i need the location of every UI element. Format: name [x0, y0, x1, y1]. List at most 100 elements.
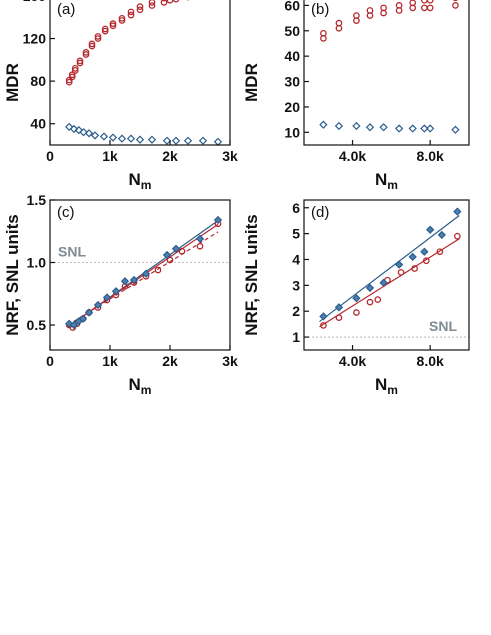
x-axis-label-subscript: m: [141, 383, 152, 397]
y-tick-label: 60: [284, 0, 300, 13]
data-point-red: [118, 14, 126, 22]
plot-frame: [49, 0, 231, 146]
x-tick-label: 3k: [222, 353, 238, 369]
panel-label: (d): [311, 204, 329, 221]
data-point-blue: [213, 215, 223, 225]
x-axis-label-subscript: m: [387, 383, 398, 397]
data-point-red: [366, 7, 374, 14]
data-point-blue: [162, 136, 172, 145]
x-axis-label: Nm: [129, 170, 152, 192]
panel-label: (b): [311, 1, 329, 18]
data-point-blue: [437, 230, 446, 240]
y-tick-label: 50: [284, 23, 300, 39]
x-axis-label: Nm: [375, 170, 398, 192]
data-point-red: [426, 0, 434, 4]
data-point-blue: [379, 123, 388, 132]
data-point-blue: [426, 225, 435, 234]
data-point-blue: [65, 122, 74, 132]
y-tick-label: 2: [292, 303, 300, 319]
data-point-blue: [171, 244, 181, 253]
y-tick-label: 3: [292, 277, 300, 293]
data-point-red: [94, 33, 102, 40]
data-point-blue: [129, 275, 139, 285]
y-tick-label: 80: [30, 73, 46, 89]
data-point-blue: [334, 121, 344, 131]
data-point-blue: [319, 312, 328, 321]
data-point-red: [68, 71, 76, 79]
data-point-red: [71, 67, 79, 74]
y-tick-label: 20: [284, 99, 300, 115]
data-point-red: [421, 4, 428, 12]
data-point-blue: [365, 123, 375, 132]
y-tick-label: 5: [292, 226, 300, 242]
data-point-blue: [162, 250, 172, 260]
panel-3: SNL 4.0k 8.0k 1 2 3 4 5 6 (d) Nm NRF, SNL units: [242, 199, 470, 397]
x-tick-label: 0: [46, 148, 54, 164]
data-point-blue: [420, 247, 429, 256]
x-tick-label: 2k: [162, 148, 178, 164]
x-axis-label-main: N: [375, 170, 387, 189]
data-point-red: [148, 2, 156, 9]
data-point-blue: [453, 207, 462, 216]
data-point-blue: [379, 278, 388, 287]
data-point-blue: [408, 252, 417, 262]
data-point-blue: [451, 125, 460, 134]
data-point-blue: [352, 294, 361, 303]
data-point-blue: [135, 135, 145, 144]
data-point-blue: [420, 124, 429, 133]
x-axis-label: Nm: [375, 375, 398, 397]
data-point-red: [109, 22, 117, 30]
data-point-red: [94, 35, 102, 42]
panel-1: 4.0k 8.0k 10 20 30 40 50 60 (b) Nm MDR: [242, 0, 470, 192]
data-point-blue: [84, 308, 94, 317]
x-axis-label: Nm: [129, 375, 152, 397]
data-point-red: [82, 51, 90, 58]
data-point-red: [127, 11, 135, 19]
data-point-blue: [426, 124, 435, 133]
snl-label: SNL: [429, 318, 457, 334]
data-point-red: [88, 40, 96, 48]
data-point-blue: [141, 269, 151, 278]
x-tick-label: 1k: [102, 148, 118, 164]
data-point-red: [101, 25, 109, 33]
data-point-red: [454, 232, 461, 240]
x-axis-label-subscript: m: [141, 178, 152, 192]
data-point-blue: [147, 135, 157, 144]
data-point-blue: [102, 293, 112, 302]
y-tick-label: 1: [292, 329, 300, 345]
y-axis-label: NRF, SNL units: [3, 214, 22, 336]
plot-frame: [49, 199, 231, 351]
data-point-red: [320, 29, 327, 37]
y-tick-label: 40: [30, 116, 46, 132]
y-axis-label: NRF, SNL units: [242, 214, 261, 336]
data-point-red: [335, 19, 343, 27]
data-point-red: [409, 0, 417, 7]
data-point-red: [395, 2, 403, 9]
data-point-red: [76, 57, 84, 65]
data-point-red: [127, 8, 135, 16]
data-point-blue: [183, 136, 193, 145]
data-point-red: [422, 257, 430, 265]
data-point-blue: [334, 303, 344, 312]
data-point-red: [374, 296, 382, 303]
data-point-red: [82, 49, 90, 56]
data-point-blue: [93, 300, 103, 310]
data-point-red: [148, 0, 156, 6]
data-point-red: [109, 20, 117, 27]
y-tick-label: 4: [292, 251, 300, 267]
y-tick-label: 30: [284, 74, 300, 90]
data-point-blue: [120, 277, 130, 286]
data-point-blue: [74, 125, 83, 135]
data-point-red: [196, 242, 204, 250]
x-tick-label: 0: [46, 353, 54, 369]
x-tick-label: 4.0k: [339, 148, 366, 164]
data-point-red: [366, 298, 374, 306]
data-point-blue: [195, 234, 205, 243]
data-point-red: [154, 266, 162, 274]
x-tick-label: 8.0k: [417, 353, 444, 369]
data-point-red: [178, 247, 186, 255]
data-point-red: [353, 309, 360, 316]
snl-label: SNL: [58, 244, 86, 260]
data-point-blue: [99, 132, 109, 141]
panel-label: (a): [57, 1, 75, 18]
